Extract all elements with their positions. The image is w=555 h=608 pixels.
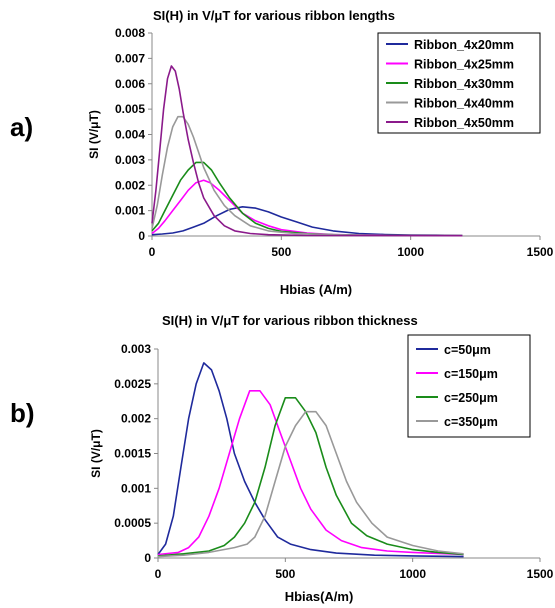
y-tick-label: 0.004 xyxy=(115,128,145,142)
series-line-2 xyxy=(157,397,464,557)
x-tick-label: 500 xyxy=(271,245,291,259)
x-tick-label: 1500 xyxy=(527,567,554,581)
series-line-0 xyxy=(157,362,464,558)
legend-label-2: c=250μm xyxy=(444,391,498,405)
series-line-0 xyxy=(151,206,463,237)
series-line-4 xyxy=(151,65,463,237)
x-tick-label: 0 xyxy=(149,245,156,259)
x-tick-label: 1000 xyxy=(399,567,426,581)
panel-label-b: b) xyxy=(10,398,35,428)
legend-label-3: Ribbon_4x40mm xyxy=(414,97,514,111)
panel-label-a: a) xyxy=(10,112,34,142)
series-line-3 xyxy=(151,115,463,237)
y-tick-label: 0 xyxy=(138,229,145,243)
series-line-1 xyxy=(151,179,463,237)
y-axis-label: SI (V/μT) xyxy=(87,110,101,159)
x-tick-label: 1500 xyxy=(527,245,554,259)
legend-label-2: Ribbon_4x30mm xyxy=(414,77,514,91)
y-tick-label: 0.0025 xyxy=(114,377,151,391)
x-tick-label: 1000 xyxy=(397,245,424,259)
y-tick-label: 0.003 xyxy=(115,153,145,167)
y-tick-label: 0.0005 xyxy=(114,516,151,530)
y-tick-label: 0.002 xyxy=(121,412,151,426)
x-tick-label: 0 xyxy=(155,567,162,581)
y-tick-label: 0 xyxy=(144,551,151,565)
chart-ribbon-lengths: SI(H) in V/μT for various ribbon lengths… xyxy=(87,8,554,297)
legend-label-0: Ribbon_4x20mm xyxy=(414,38,514,52)
y-tick-label: 0.005 xyxy=(115,102,145,116)
y-tick-label: 0.006 xyxy=(115,77,145,91)
y-tick-label: 0.001 xyxy=(115,204,145,218)
y-axis-label: SI (V/μT) xyxy=(89,429,103,478)
legend-label-1: Ribbon_4x25mm xyxy=(414,58,514,72)
y-tick-label: 0.008 xyxy=(115,26,145,40)
legend-label-1: c=150μm xyxy=(444,367,498,381)
x-axis-label: Hbias(A/m) xyxy=(285,589,354,604)
series-line-1 xyxy=(157,390,464,556)
x-tick-label: 500 xyxy=(275,567,295,581)
y-tick-label: 0.001 xyxy=(121,481,151,495)
x-axis-label: Hbias (A/m) xyxy=(280,282,352,297)
y-tick-label: 0.0015 xyxy=(114,447,151,461)
y-tick-label: 0.003 xyxy=(121,342,151,356)
chart-title: SI(H) in V/μT for various ribbon lengths xyxy=(153,8,395,23)
y-tick-label: 0.007 xyxy=(115,51,145,65)
chart-title: SI(H) in V/μT for various ribbon thickne… xyxy=(162,313,418,328)
legend-label-4: Ribbon_4x50mm xyxy=(414,116,514,130)
chart-ribbon-thickness: SI(H) in V/μT for various ribbon thickne… xyxy=(89,313,554,604)
legend-label-3: c=350μm xyxy=(444,415,498,429)
legend-label-0: c=50μm xyxy=(444,343,491,357)
y-tick-label: 0.002 xyxy=(115,178,145,192)
series-line-3 xyxy=(157,410,464,558)
